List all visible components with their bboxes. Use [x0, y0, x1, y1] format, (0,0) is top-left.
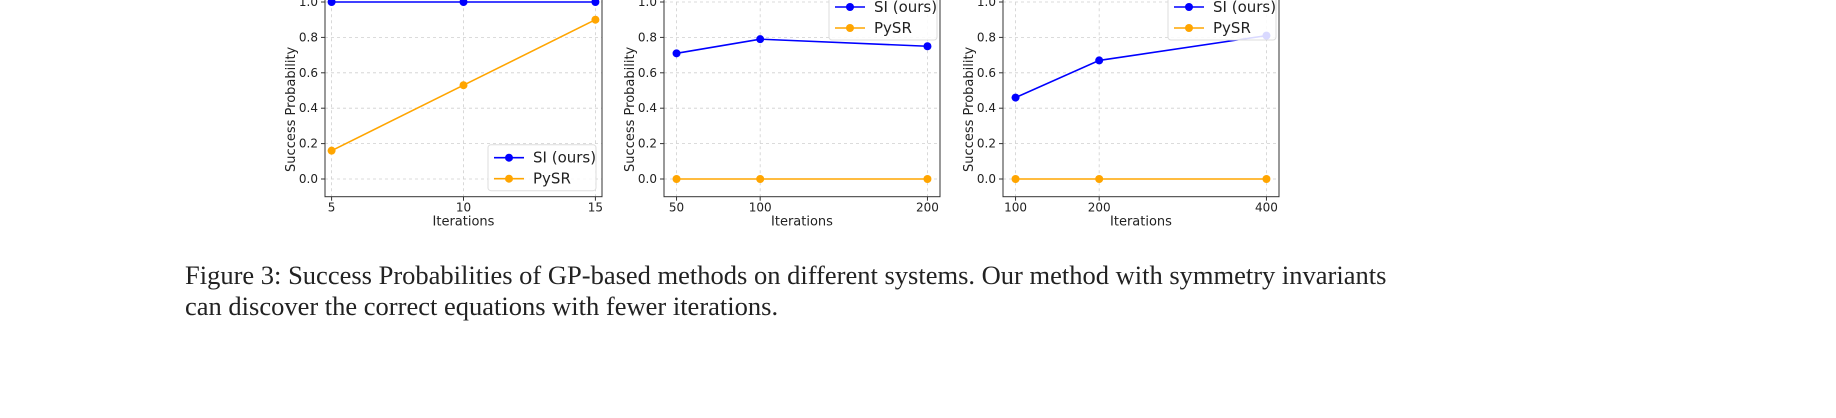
legend-marker: [846, 24, 854, 32]
caption-text: Success Probabilities of GP-based method…: [185, 260, 1387, 321]
y-tick-label: 0.8: [977, 30, 996, 44]
data-point: [756, 175, 765, 183]
x-tick-label: 50: [669, 201, 684, 215]
y-tick-label: 0.2: [977, 137, 996, 151]
data-point: [1011, 175, 1020, 183]
data-point: [672, 49, 681, 58]
data-point: [459, 81, 468, 90]
legend-label: SI (ours): [533, 149, 596, 167]
x-tick-label: 400: [1255, 201, 1278, 215]
data-point: [756, 35, 765, 44]
legend: SI (ours) PySR: [1167, 0, 1277, 41]
data-point: [672, 175, 681, 183]
legend-marker: [505, 174, 513, 183]
data-point: [1095, 175, 1104, 183]
y-tick-label: 0.4: [638, 101, 657, 115]
y-axis-label: Success Probability: [623, 46, 638, 171]
chart-panel-3: 0.0 0.2 0.4 0.6 0.8 1.0 100 200 400 Iterations Suc…: [962, 0, 1280, 230]
y-tick-label: 1.0: [977, 0, 996, 9]
x-tick-label: 5: [328, 201, 336, 215]
data-point: [923, 175, 932, 183]
legend-marker: [1185, 24, 1193, 32]
y-tick-label: 0.0: [299, 172, 318, 186]
figure-caption: Figure 3: Success Probabilities of GP-ba…: [185, 260, 1405, 322]
x-axis-label: Iterations: [771, 215, 833, 230]
x-tick-label: 100: [1004, 201, 1027, 215]
y-tick-label: 0.4: [977, 101, 996, 115]
y-tick-label: 1.0: [299, 0, 318, 9]
legend-label: PySR: [533, 170, 571, 188]
y-tick-label: 0.6: [638, 66, 657, 80]
legend-label: PySR: [874, 19, 912, 37]
axes-frame: [1002, 0, 1280, 198]
axes-frame: [663, 0, 941, 198]
y-tick-label: 0.0: [638, 172, 657, 186]
legend-box: [828, 0, 938, 41]
series-line-si: [1015, 34, 1267, 99]
y-tick-label: 0.8: [299, 30, 318, 44]
legend: SI (ours) PySR: [487, 144, 597, 192]
y-tick-label: 0.0: [977, 172, 996, 186]
data-point: [1262, 175, 1271, 183]
x-tick-label: 200: [1088, 201, 1111, 215]
y-axis-label: Success Probability: [962, 46, 977, 171]
y-tick-label: 0.2: [638, 137, 657, 151]
chart-panel-2: 0.0 0.2 0.4 0.6 0.8 1.0 50 100 200 Iterations Succ…: [623, 0, 941, 230]
legend-box: [1167, 0, 1277, 41]
x-axis-label: Iterations: [1110, 215, 1172, 230]
caption-label: Figure 3:: [185, 260, 282, 290]
axes-frame: [324, 0, 603, 198]
data-point: [1095, 56, 1104, 65]
legend: SI (ours) PySR: [828, 0, 938, 41]
data-point: [459, 0, 468, 6]
data-point: [1011, 93, 1020, 102]
legend-label: SI (ours): [874, 0, 937, 16]
y-tick-label: 0.4: [299, 101, 318, 115]
data-point: [591, 15, 600, 24]
data-point: [327, 0, 336, 6]
series-line-si: [676, 38, 928, 55]
y-tick-label: 1.0: [638, 0, 657, 9]
legend-marker: [846, 3, 854, 11]
data-point: [591, 0, 600, 6]
chart-panel-1: 0.0 0.2 0.4 0.6 0.8 1.0 5 10 15 Iterations Success…: [284, 0, 603, 230]
y-tick-label: 0.8: [638, 30, 657, 44]
legend-marker: [505, 153, 513, 162]
x-tick-label: 200: [916, 201, 939, 215]
y-axis-label: Success Probability: [284, 46, 299, 171]
x-tick-label: 10: [456, 201, 471, 215]
y-tick-label: 0.6: [977, 66, 996, 80]
y-tick-label: 0.6: [299, 66, 318, 80]
x-tick-label: 100: [749, 201, 772, 215]
legend-marker: [1185, 3, 1193, 11]
legend-label: SI (ours): [1213, 0, 1276, 16]
data-point: [327, 146, 336, 155]
x-axis-label: Iterations: [433, 215, 495, 230]
data-point: [923, 42, 932, 51]
x-tick-label: 15: [588, 201, 603, 215]
y-tick-label: 0.2: [299, 137, 318, 151]
legend-label: PySR: [1213, 19, 1251, 37]
